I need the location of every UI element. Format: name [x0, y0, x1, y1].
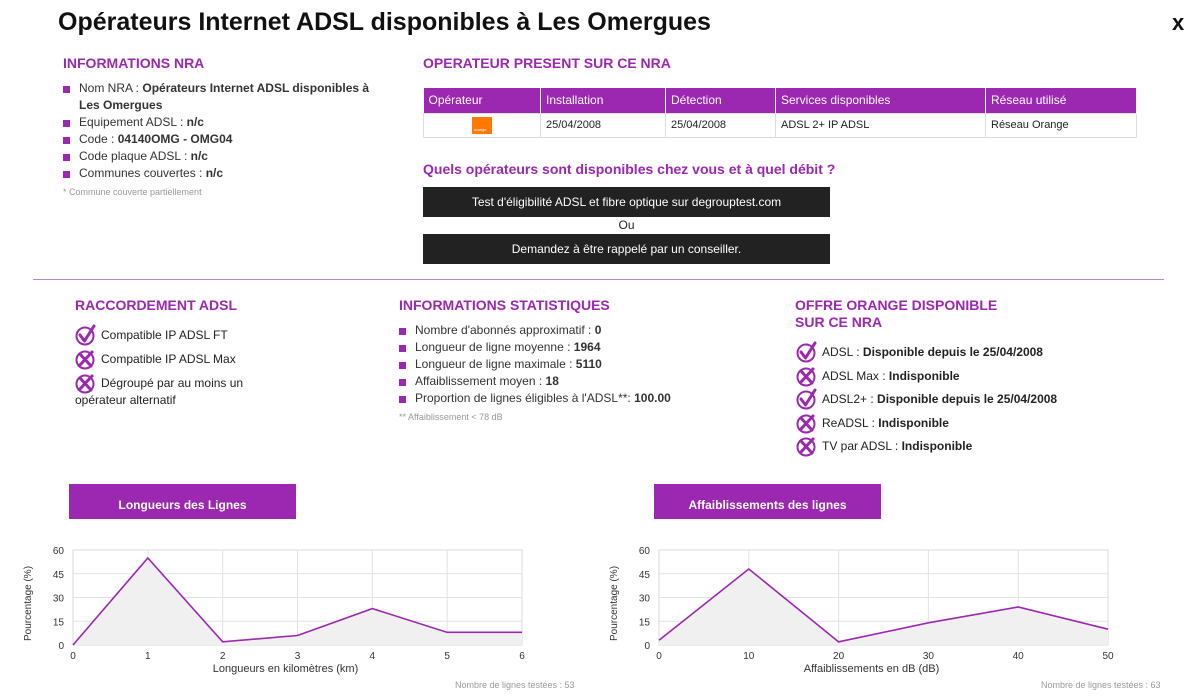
- or-text: Ou: [618, 218, 635, 232]
- list-item: ADSL Max : Indisponible: [796, 365, 1126, 389]
- raccordement-title: RACCORDEMENT ADSL: [75, 297, 238, 313]
- nra-footnote: * Commune couverte partiellement: [63, 187, 202, 197]
- offer-list: ADSL : Disponible depuis le 25/04/2008 AD…: [796, 341, 1126, 459]
- x-tick-label: 1: [145, 651, 151, 662]
- x-tick-label: 0: [70, 651, 76, 662]
- attenuation-chart: 0 15 30 45 60 0 10 20 30 40 50 Affaiblissements en …: [609, 546, 1114, 675]
- y-tick-label: 0: [58, 641, 64, 652]
- nra-info-title: INFORMATIONS NRA: [63, 55, 205, 71]
- x-axis-label: Longueurs en kilomètres (km): [213, 663, 359, 675]
- eligibility-test-button[interactable]: Test d'éligibilité ADSL et fibre optique…: [423, 187, 830, 217]
- operator-table: Opérateur Installation Détection Service…: [423, 88, 1137, 138]
- list-item: Nombre d'abonnés approximatif : 0: [399, 322, 699, 339]
- y-tick-label: 30: [53, 594, 65, 605]
- series-line: [658, 567, 1109, 643]
- list-item: Longueur de ligne maximale : 5110: [399, 356, 699, 373]
- list-item: Compatible IP ADSL FT: [75, 324, 265, 348]
- y-tick-label: 45: [53, 570, 65, 581]
- x-tick-label: 30: [923, 651, 935, 662]
- series-line: [72, 556, 522, 646]
- table-header-row: Opérateur Installation Détection Service…: [423, 88, 1137, 113]
- callback-button[interactable]: Demandez à être rappelé par un conseille…: [423, 234, 830, 264]
- operator-table-title: OPERATEUR PRESENT SUR CE NRA: [423, 55, 671, 71]
- nra-info-list: Nom NRA : Opérateurs Internet ADSL dispo…: [63, 80, 383, 182]
- y-tick-label: 30: [639, 594, 651, 605]
- series-area: [73, 557, 522, 645]
- y-axis-label: Pourcentage (%): [23, 566, 34, 641]
- services-cell: ADSL 2+ IP ADSL: [775, 112, 986, 138]
- x-tick-label: 0: [656, 651, 662, 662]
- column-header: Opérateur: [423, 88, 541, 113]
- table-row: orange 25/04/2008 25/04/2008 ADSL 2+ IP …: [423, 112, 1137, 138]
- close-button[interactable]: x: [1172, 10, 1185, 35]
- y-tick-label: 60: [53, 546, 65, 557]
- tested-lines-note: Nombre de lignes testées : 63: [1041, 680, 1161, 690]
- cross-icon: [796, 365, 818, 387]
- cross-icon: [796, 435, 818, 457]
- installation-cell: 25/04/2008: [540, 112, 666, 138]
- list-item: Communes couvertes : n/c: [63, 165, 383, 182]
- x-tick-label: 10: [743, 651, 755, 662]
- eligibility-question: Quels opérateurs sont disponibles chez v…: [423, 161, 836, 177]
- x-tick-label: 3: [295, 651, 301, 662]
- raccordement-list: Compatible IP ADSL FT Compatible IP ADSL…: [75, 324, 265, 412]
- column-header: Détection: [665, 88, 776, 113]
- column-header: Services disponibles: [775, 88, 986, 113]
- y-axis-label: Pourcentage (%): [609, 566, 620, 641]
- y-tick-label: 45: [639, 570, 651, 581]
- list-item: Nom NRA : Opérateurs Internet ADSL dispo…: [63, 80, 383, 114]
- y-tick-label: 15: [639, 617, 651, 628]
- list-item: Code plaque ADSL : n/c: [63, 148, 383, 165]
- x-tick-label: 50: [1102, 651, 1114, 662]
- x-tick-label: 5: [444, 651, 450, 662]
- stats-list: Nombre d'abonnés approximatif : 0 Longue…: [399, 322, 699, 407]
- list-item: ADSL : Disponible depuis le 25/04/2008: [796, 341, 1126, 365]
- x-tick-label: 40: [1013, 651, 1025, 662]
- chart-title: Affaiblissements des lignes: [654, 484, 881, 519]
- stats-footnote: ** Affaiblissement < 78 dB: [399, 412, 503, 422]
- orange-logo: orange: [472, 116, 492, 134]
- y-tick-label: 0: [644, 641, 650, 652]
- list-item: ReADSL : Indisponible: [796, 412, 1126, 436]
- offer-title: OFFRE ORANGE DISPONIBLE SUR CE NRA: [795, 297, 998, 330]
- list-item: Equipement ADSL : n/c: [63, 114, 383, 131]
- list-item: TV par ADSL : Indisponible: [796, 435, 1126, 459]
- column-header: Installation: [540, 88, 666, 113]
- cross-icon: [796, 412, 818, 434]
- y-tick-label: 60: [639, 546, 651, 557]
- cross-icon: [75, 348, 97, 370]
- tested-lines-note: Nombre de lignes testées : 53: [455, 680, 575, 690]
- x-tick-label: 6: [519, 651, 525, 662]
- list-item: Longueur de ligne moyenne : 1964: [399, 339, 699, 356]
- x-tick-label: 20: [833, 651, 845, 662]
- x-tick-label: 2: [220, 651, 226, 662]
- list-item: Affaiblissement moyen : 18: [399, 373, 699, 390]
- x-tick-label: 4: [370, 651, 376, 662]
- list-item: Compatible IP ADSL Max: [75, 348, 265, 372]
- cross-icon: [75, 372, 97, 394]
- list-item: Dégroupé par au moins un opérateur alter…: [75, 372, 265, 412]
- series-area: [659, 569, 1108, 645]
- check-icon: [75, 324, 97, 346]
- list-item: Code : 04140OMG - OMG04: [63, 131, 383, 148]
- check-icon: [796, 388, 818, 410]
- section-divider: [33, 279, 1164, 280]
- operator-cell: orange: [423, 112, 541, 138]
- check-icon: [796, 341, 818, 363]
- network-cell: Réseau Orange: [985, 112, 1137, 138]
- chart-title: Longueurs des Lignes: [69, 484, 296, 519]
- y-tick-label: 15: [53, 617, 65, 628]
- x-axis-label: Affaiblissements en dB (dB): [804, 663, 940, 675]
- detection-cell: 25/04/2008: [665, 112, 776, 138]
- list-item: ADSL2+ : Disponible depuis le 25/04/2008: [796, 388, 1126, 412]
- column-header: Réseau utilisé: [985, 88, 1137, 113]
- list-item: Proportion de lignes éligibles à l'ADSL*…: [399, 390, 699, 407]
- stats-title: INFORMATIONS STATISTIQUES: [399, 297, 610, 313]
- page-title: Opérateurs Internet ADSL disponibles à L…: [58, 8, 711, 36]
